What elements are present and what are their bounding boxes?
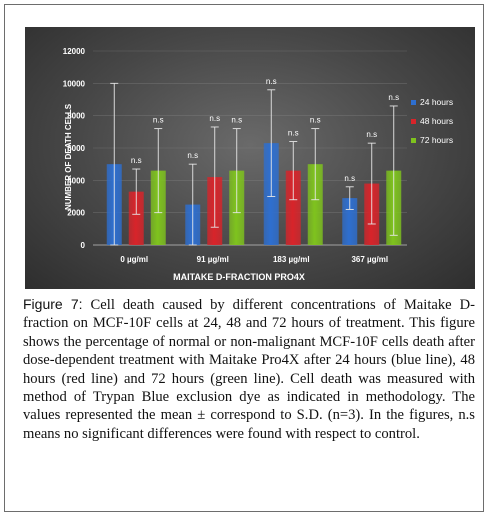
y-tick-label: 8000 (67, 112, 85, 121)
y-tick-label: 10000 (63, 79, 86, 88)
legend-label: 24 hours (420, 97, 453, 107)
bar-chart: n.s n.s n.s n.s n.s n.s n.s n.s n.s n.s n.s 0 2000 4… (63, 47, 453, 282)
significance-label: n.s (266, 77, 277, 86)
figure-frame: n.s n.s n.s n.s n.s n.s n.s n.s n.s n.s n.s 0 2000 4… (4, 4, 484, 512)
legend-label: 72 hours (420, 135, 453, 145)
y-tick-label: 2000 (67, 209, 85, 218)
significance-label: n.s (153, 116, 164, 125)
figure-caption: Figure 7: Cell death caused by different… (23, 295, 475, 443)
significance-label: n.s (187, 151, 198, 160)
y-tick-label: 6000 (67, 144, 85, 153)
y-tick-label: 12000 (63, 47, 86, 56)
significance-label: n.s (209, 114, 220, 123)
significance-label: n.s (310, 116, 321, 125)
significance-label: n.s (366, 130, 377, 139)
significance-label: n.s (288, 129, 299, 138)
chart-area: n.s n.s n.s n.s n.s n.s n.s n.s n.s n.s n.s 0 2000 4… (25, 27, 475, 289)
legend-label: 48 hours (420, 116, 453, 126)
significance-label: n.s (388, 93, 399, 102)
x-tick-label: 183 µg/ml (273, 255, 310, 264)
bar (307, 164, 323, 245)
y-tick-label: 0 (81, 241, 86, 250)
bar (285, 170, 301, 245)
significance-label: n.s (131, 156, 142, 165)
legend-swatch (411, 100, 416, 105)
y-tick-label: 4000 (67, 176, 85, 185)
legend-swatch (411, 119, 416, 124)
legend-swatch (411, 138, 416, 143)
y-axis-label: NUMBER OF DEATH CELLS (64, 103, 73, 210)
x-axis-label: MAITAKE D-FRACTION PRO4X (173, 272, 305, 282)
bar (128, 191, 144, 245)
x-tick-label: 367 µg/ml (351, 255, 388, 264)
caption-label: Figure 7: (23, 296, 83, 312)
x-tick-label: 0 µg/ml (120, 255, 148, 264)
significance-label: n.s (231, 116, 242, 125)
x-tick-label: 91 µg/ml (197, 255, 229, 264)
significance-label: n.s (344, 174, 355, 183)
caption-text: Cell death caused by different concentra… (23, 297, 476, 442)
